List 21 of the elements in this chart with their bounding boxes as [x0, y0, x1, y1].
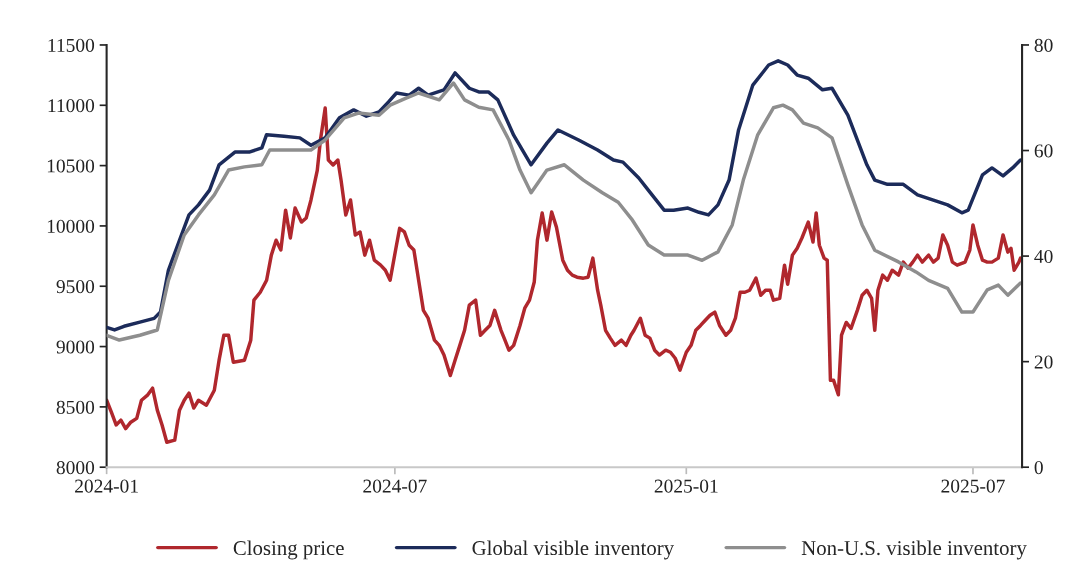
line-series [106, 106, 1023, 444]
y2-tick-label: 20 [1034, 355, 1053, 369]
y-tick-label: 9000 [56, 340, 95, 354]
y2-tick-label: 40 [1034, 249, 1053, 264]
legend-label: Non-U.S. visible inventory [801, 540, 1027, 560]
y-tick-label: 10500 [47, 159, 95, 173]
x-tick-label: 2025-07 [941, 479, 1005, 493]
y-tick-label: 8000 [56, 461, 95, 475]
y2-tick-label: 80 [1034, 38, 1053, 52]
x-tick-label: 2024-07 [363, 479, 427, 493]
y-tick-label: 10000 [47, 219, 95, 233]
x-tick-label: 2025-01 [654, 479, 718, 493]
y-tick-label: 11000 [48, 99, 95, 113]
y-tick-label: 8500 [56, 400, 95, 414]
legend-label: Global visible inventory [472, 540, 675, 560]
y-tick-label: 11500 [48, 38, 95, 52]
y2-tick-label: 60 [1034, 144, 1053, 158]
y2-tick-label: 0 [1034, 461, 1043, 475]
legend-label: Closing price [233, 540, 344, 560]
x-tick-label: 2024-01 [75, 479, 138, 493]
y-tick-label: 9500 [56, 280, 95, 294]
